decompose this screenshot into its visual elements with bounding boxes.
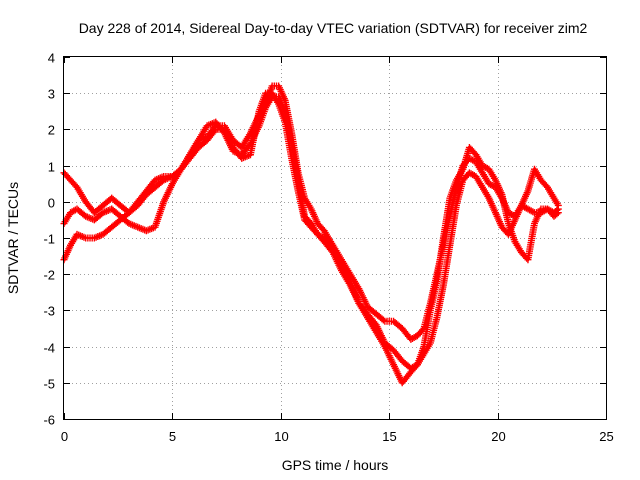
plot-frame <box>63 56 607 420</box>
x-tick-label: 20 <box>491 429 505 444</box>
y-tick-label: 3 <box>48 87 55 102</box>
x-tick-label: 5 <box>169 429 176 444</box>
x-tick-label: 0 <box>61 429 68 444</box>
data-point <box>211 127 219 135</box>
data-point <box>553 206 561 214</box>
axis-ticks <box>64 57 607 420</box>
y-tick-labels: -6 -5 -4 -3 -2 -1 0 1 2 3 4 <box>43 51 55 428</box>
y-tick-label: 1 <box>48 160 55 175</box>
data-point <box>529 208 537 216</box>
y-tick-label: -5 <box>43 377 55 392</box>
y-tick-label: 2 <box>48 123 55 138</box>
x-tick-label: 25 <box>599 429 613 444</box>
y-tick-label: 0 <box>48 196 55 211</box>
y-axis-label: SDTVAR / TECUs <box>5 182 21 294</box>
data-marks <box>60 82 562 387</box>
series-trace-1 <box>60 93 562 372</box>
y-tick-label: -4 <box>43 341 55 356</box>
x-tick-label: 15 <box>382 429 396 444</box>
data-point <box>379 316 387 324</box>
y-tick-label: -2 <box>43 268 55 283</box>
x-tick-labels: 0 5 10 15 20 25 <box>61 429 614 444</box>
y-tick-label: -3 <box>43 304 55 319</box>
series-trace-2 <box>60 82 562 343</box>
y-tick-label: -1 <box>43 232 55 247</box>
series-trace-3 <box>60 89 562 387</box>
x-tick-label: 10 <box>274 429 288 444</box>
y-tick-label: 4 <box>48 51 55 66</box>
y-tick-label: -6 <box>43 413 55 428</box>
chart-title: Day 228 of 2014, Sidereal Day-to-day VTE… <box>79 20 588 36</box>
x-axis-label: GPS time / hours <box>282 457 389 473</box>
data-point <box>554 205 562 213</box>
grid-lines <box>64 57 606 419</box>
